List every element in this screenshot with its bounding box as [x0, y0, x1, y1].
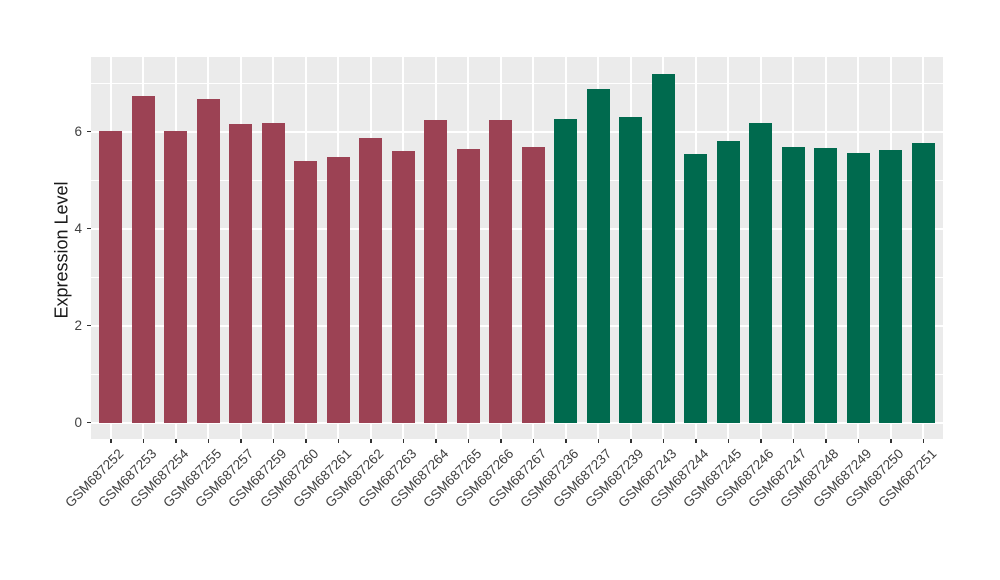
x-tick-mark [500, 439, 502, 443]
x-tick-mark [695, 439, 697, 443]
x-tick-mark [662, 439, 665, 443]
bar-GSM687254 [164, 131, 188, 423]
minor-gridline [91, 82, 943, 84]
bar-GSM687267 [521, 146, 545, 423]
minor-gridline [91, 179, 943, 181]
bar-GSM687250 [879, 149, 903, 423]
x-tick-mark [207, 439, 210, 443]
major-gridline [91, 421, 943, 424]
bar-GSM687246 [749, 122, 773, 423]
x-tick-mark [565, 439, 567, 443]
x-tick-mark [110, 439, 112, 443]
x-tick-mark [857, 439, 860, 443]
bar-GSM687253 [131, 95, 155, 423]
major-gridline [91, 227, 943, 230]
x-tick-mark [337, 439, 340, 443]
bar-GSM687245 [716, 141, 740, 423]
x-tick-mark [630, 439, 632, 443]
bar-GSM687251 [911, 143, 935, 423]
bar-GSM687264 [424, 120, 448, 423]
plot-panel [91, 57, 943, 439]
major-gridline [91, 130, 943, 133]
x-tick-mark [402, 439, 405, 443]
bar-GSM687236 [554, 119, 578, 423]
bar-GSM687252 [99, 131, 123, 423]
bar-GSM687247 [781, 147, 805, 423]
bar-GSM687261 [326, 156, 350, 423]
x-tick-mark [760, 439, 762, 443]
bar-GSM687239 [619, 116, 643, 423]
bar-GSM687237 [586, 89, 610, 423]
y-tick-label: 4 [74, 221, 82, 237]
y-tick-label: 0 [74, 415, 82, 431]
x-tick-mark [825, 439, 827, 443]
y-axis-title-text: Expression Level [51, 181, 72, 319]
x-tick-mark [532, 439, 535, 443]
x-tick-mark [922, 439, 925, 443]
x-tick-mark [175, 439, 177, 443]
x-tick-mark [142, 439, 145, 443]
x-tick-mark [240, 439, 242, 443]
bar-GSM687249 [846, 153, 870, 423]
bar-GSM687255 [196, 99, 220, 423]
x-tick-mark [890, 439, 892, 443]
bar-GSM687266 [489, 120, 513, 423]
bar-GSM687263 [391, 150, 415, 423]
x-tick-mark [597, 439, 600, 443]
bar-GSM687248 [814, 148, 838, 423]
y-tick-mark [87, 421, 91, 424]
x-tick-mark [305, 439, 307, 443]
x-tick-mark [467, 439, 470, 443]
bar-GSM687265 [456, 149, 480, 423]
y-tick-label: 2 [74, 318, 82, 334]
bar-GSM687262 [359, 137, 383, 423]
y-tick-mark [87, 130, 91, 133]
x-tick-mark [435, 439, 437, 443]
y-tick-mark [87, 227, 91, 230]
minor-gridline [91, 276, 943, 278]
x-tick-mark [370, 439, 372, 443]
bar-GSM687243 [651, 74, 675, 423]
y-tick-label: 6 [74, 124, 82, 140]
minor-gridline [91, 373, 943, 375]
bar-GSM687244 [684, 154, 708, 423]
bar-GSM687259 [261, 122, 285, 423]
bar-GSM687260 [294, 161, 318, 423]
x-tick-mark [792, 439, 795, 443]
x-tick-mark [727, 439, 730, 443]
major-gridline [91, 324, 943, 327]
x-tick-mark [272, 439, 275, 443]
bar-GSM687257 [229, 124, 253, 423]
y-tick-mark [87, 324, 91, 327]
